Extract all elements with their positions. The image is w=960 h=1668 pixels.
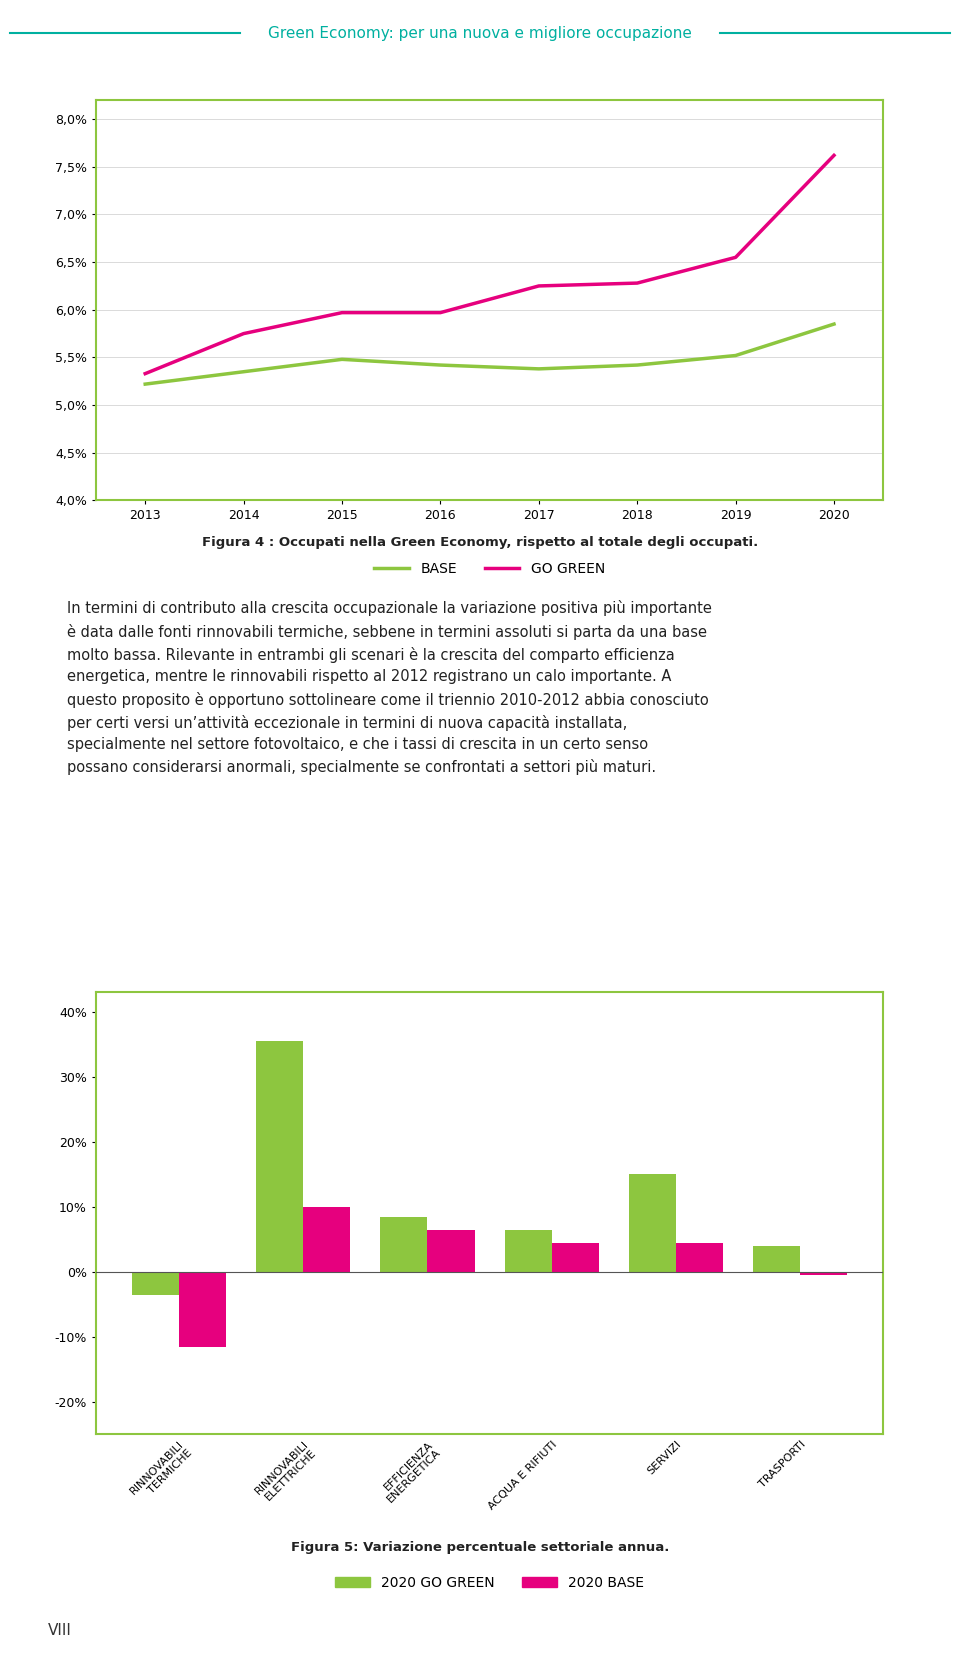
Text: Figura 4 : Occupati nella Green Economy, rispetto al totale degli occupati.: Figura 4 : Occupati nella Green Economy,… (202, 535, 758, 549)
Bar (753, 1246, 801, 1273)
Bar (256, 1041, 303, 1273)
Bar (179, 1273, 227, 1346)
Text: Green Economy: per una nuova e migliore occupazione: Green Economy: per una nuova e migliore … (268, 27, 692, 40)
Bar (427, 1229, 474, 1273)
Bar (801, 1273, 848, 1276)
Text: Figura 5: Variazione percentuale settoriale annua.: Figura 5: Variazione percentuale settori… (291, 1541, 669, 1553)
Bar (132, 1273, 179, 1294)
Bar (505, 1229, 552, 1273)
Legend: 2020 GO GREEN, 2020 BASE: 2020 GO GREEN, 2020 BASE (329, 1570, 650, 1596)
Bar (303, 1208, 350, 1273)
Text: VIII: VIII (48, 1623, 72, 1638)
Bar (380, 1216, 427, 1273)
Bar (676, 1243, 723, 1273)
Bar (552, 1243, 599, 1273)
Legend: BASE, GO GREEN: BASE, GO GREEN (369, 557, 611, 582)
Bar (629, 1174, 676, 1273)
Text: In termini di contributo alla crescita occupazionale la variazione positiva più : In termini di contributo alla crescita o… (67, 600, 712, 776)
